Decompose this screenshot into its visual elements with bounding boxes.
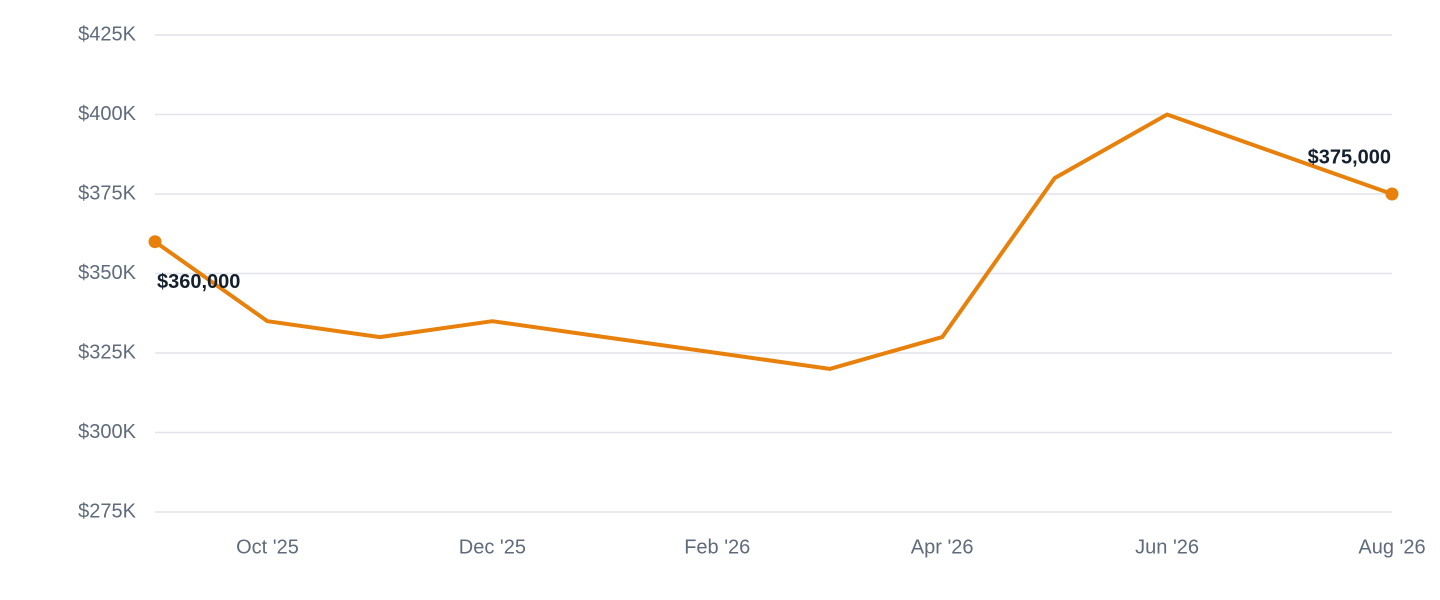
y-tick-label: $325K (78, 341, 136, 363)
point (148, 235, 162, 249)
data-label: $375,000 (1308, 146, 1391, 168)
x-tick-label: Dec '25 (459, 536, 526, 558)
x-tick-label: Feb '26 (684, 536, 750, 558)
data-label: $360,000 (157, 271, 240, 293)
y-tick-label: $375K (78, 182, 136, 204)
x-tick-label: Oct '25 (236, 536, 299, 558)
y-tick-label: $300K (78, 421, 136, 443)
point (1385, 187, 1399, 201)
line (153, 112, 1393, 371)
x-tick-label: Jun '26 (1135, 536, 1199, 558)
y-tick-label: $275K (78, 500, 136, 522)
x-tick-label: Aug '26 (1358, 536, 1425, 558)
y-tick-label: $350K (78, 262, 136, 284)
y-tick-label: $400K (78, 103, 136, 125)
y-tick-label: $425K (78, 23, 136, 45)
x-tick-label: Apr '26 (911, 536, 974, 558)
